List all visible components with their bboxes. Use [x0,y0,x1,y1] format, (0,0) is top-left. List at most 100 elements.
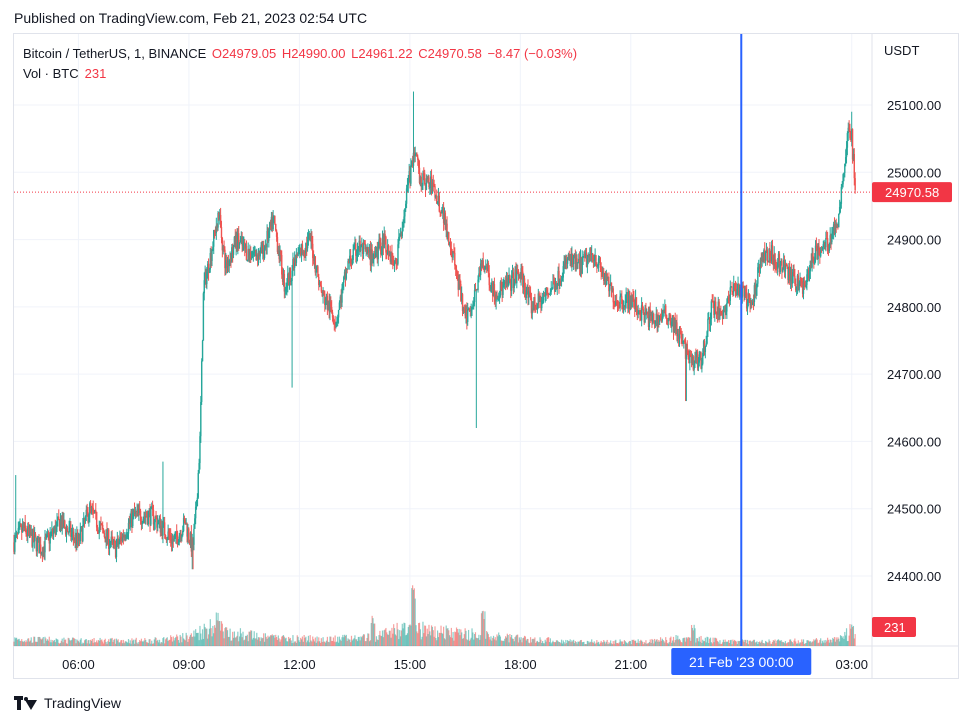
candle-body [567,254,570,259]
volume-bar [529,637,532,646]
volume-bar [844,631,846,646]
volume-bar [40,638,42,646]
candle-body [254,249,256,253]
volume-bar [490,636,492,646]
tradingview-footer[interactable]: TradingView [14,695,121,711]
candle-body [760,258,763,262]
symbol-label[interactable]: Bitcoin / TetherUS, 1, BINANCE [23,46,207,61]
volume-bar [121,639,123,646]
candle-body [829,235,831,245]
candle-body [406,185,409,189]
candle-body [379,239,381,243]
candle-body [114,542,117,558]
volume-bar [266,638,268,646]
candle-body [590,247,592,255]
volume-bar [131,638,133,646]
candle-body [702,341,705,354]
candle-body [256,255,259,261]
volume-bar [443,638,446,646]
volume-bar [449,635,451,646]
volume-label[interactable]: Vol · BTC [23,66,79,81]
brand-name: TradingView [44,695,122,711]
candle-body [509,275,511,283]
candle-body [355,254,358,256]
candle-body [529,291,531,293]
volume-bar [340,640,342,646]
candle-body [789,266,791,282]
candle-body [758,266,760,268]
volume-bar [533,639,535,646]
volume-bar [477,638,479,646]
tradingview-logo-icon [14,696,38,710]
volume-bar [710,642,712,646]
candle-body [579,257,582,269]
volume-bar [631,639,633,646]
volume-bar [766,642,768,646]
volume-bar [186,635,188,646]
candle-body [460,283,462,301]
candle-body [322,291,324,297]
candle-body [766,249,769,262]
volume-bar [117,639,119,646]
candle-body [180,533,182,539]
volume-bar [116,640,118,646]
volume-bar [44,636,46,646]
candle-body [506,277,509,286]
candle-body [326,296,329,310]
candle-body [142,518,144,524]
volume-bar [686,638,688,646]
candle-body [832,224,835,232]
candle-body [510,275,513,291]
volume-bar [255,638,257,646]
candle-body [683,340,685,342]
volume-bar [498,632,500,646]
volume-bar [65,643,68,646]
volume-bar [287,641,289,646]
volume-bar [34,636,36,646]
volume-bar [653,643,655,646]
candle-body [194,506,197,519]
volume-bar [280,639,282,646]
volume-bar [683,637,685,646]
volume-bar [318,637,320,646]
candle-body [764,252,767,261]
volume-bar [528,642,530,646]
candle-body [653,320,656,325]
chart-frame[interactable] [13,33,959,679]
candle-body [668,313,670,320]
volume-bar [60,640,62,646]
candle-body [49,534,51,544]
volume-bar [137,643,139,646]
volume-bar [675,635,677,646]
candle-body [218,212,220,220]
candle-body [652,313,654,323]
volume-bar [664,642,666,646]
candle-body [257,251,260,261]
candle-body [603,271,605,281]
candle-body [605,273,608,285]
volume-bar [201,629,204,646]
volume-bar [702,639,704,646]
candle-body [636,309,639,315]
volume-bar [790,641,793,646]
volume-bar [803,644,805,646]
volume-bar [697,641,700,646]
volume-bar [404,623,406,646]
candle-body [408,171,410,180]
candle-body [278,250,280,260]
candle-body [403,216,405,222]
volume-bar [126,642,128,646]
candle-body [337,309,340,318]
candle-body [838,207,841,214]
candle-body [226,261,229,268]
candle-body [774,253,776,266]
volume-bar [551,642,553,646]
volume-bar [40,639,43,646]
candle-body [95,510,97,512]
candle-body [129,519,131,524]
volume-bar [90,639,92,646]
y-tick-label: 25100.00 [887,98,941,113]
volume-bar [354,635,356,646]
candle-body [703,341,706,353]
